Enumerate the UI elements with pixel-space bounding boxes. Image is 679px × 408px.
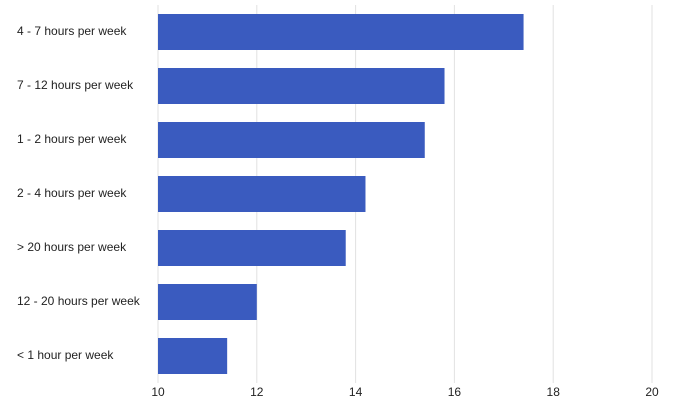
x-tick-label: 20 — [645, 385, 659, 399]
y-tick-label: 7 - 12 hours per week — [17, 78, 134, 92]
y-tick-label: 2 - 4 hours per week — [17, 186, 127, 200]
bar — [158, 230, 346, 266]
y-tick-label: < 1 hour per week — [17, 348, 114, 362]
x-tick-label: 18 — [547, 385, 561, 399]
bar — [158, 338, 228, 374]
y-tick-label: 1 - 2 hours per week — [17, 132, 127, 146]
x-tick-label: 12 — [250, 385, 264, 399]
y-tick-label: > 20 hours per week — [17, 240, 127, 254]
x-tick-label: 16 — [448, 385, 462, 399]
y-tick-label: 12 - 20 hours per week — [17, 294, 141, 308]
y-tick-label: 4 - 7 hours per week — [17, 24, 127, 38]
bar — [158, 68, 445, 104]
x-tick-label: 14 — [349, 385, 363, 399]
x-tick-label: 10 — [151, 385, 165, 399]
bar — [158, 284, 257, 320]
bar — [158, 122, 425, 158]
bar — [158, 176, 366, 212]
bar — [158, 14, 524, 50]
